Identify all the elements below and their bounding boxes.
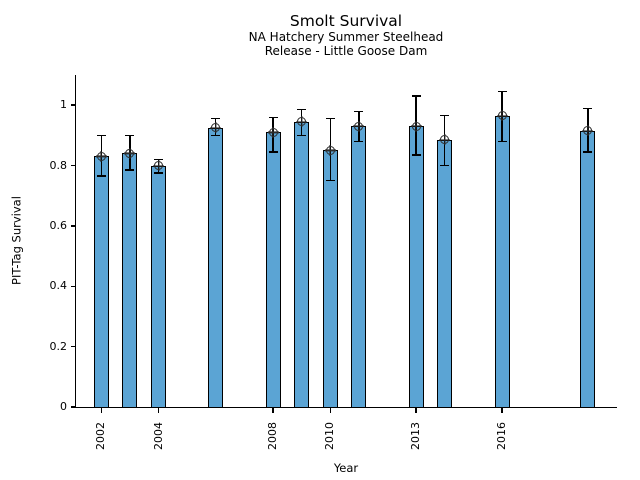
- errorbar-cap-bottom-2013: [411, 154, 421, 156]
- errorbar-cap-top-2009: [297, 109, 307, 111]
- point-marker-2009: [297, 117, 307, 127]
- bar-2009: [294, 121, 310, 408]
- x-tick-label-2002: 2002: [94, 422, 108, 450]
- chart-subtitle-line2: Release - Little Goose Dam: [264, 44, 428, 58]
- bar-2002: [93, 156, 109, 408]
- y-axis-spine: [75, 75, 77, 408]
- errorbar-cap-top-2019: [583, 107, 593, 109]
- errorbar-cap-bottom-2003: [125, 169, 135, 171]
- point-marker-2006: [211, 123, 221, 133]
- x-tick-2013: [415, 408, 417, 413]
- y-tick-0.4: [71, 285, 76, 287]
- errorbar-cap-bottom-2014: [440, 164, 450, 167]
- x-tick-label-2013: 2013: [409, 422, 423, 450]
- bar-2011: [351, 126, 367, 408]
- x-tick-label-2010: 2010: [323, 422, 337, 450]
- y-tick-1: [71, 104, 76, 106]
- x-tick-2004: [157, 408, 160, 413]
- errorbar-cap-top-2014: [440, 115, 450, 117]
- bar-2019: [580, 130, 596, 408]
- errorbar-cap-bottom-2008: [268, 151, 278, 153]
- bar-2006: [208, 127, 224, 408]
- errorbar-cap-bottom-2016: [497, 140, 507, 143]
- chart-title: Smolt Survival: [289, 12, 403, 30]
- x-tick-2002: [100, 408, 102, 413]
- bar-2013: [408, 126, 424, 408]
- errorbar-cap-top-2008: [268, 116, 278, 118]
- y-tick-label-0.6: 0.6: [49, 218, 68, 232]
- point-marker-2004: [154, 161, 163, 171]
- y-tick-label-1: 1: [60, 98, 67, 112]
- errorbar-cap-bottom-2010: [325, 179, 335, 182]
- bar-2003: [122, 153, 138, 408]
- point-marker-2014: [440, 135, 450, 145]
- y-tick-0.6: [71, 225, 76, 227]
- bar-2004: [151, 165, 166, 408]
- errorbar-cap-bottom-2009: [297, 134, 307, 137]
- point-marker-2019: [583, 126, 593, 136]
- y-axis-label: PIT-Tag Survival: [9, 196, 24, 285]
- x-tick-2008: [272, 408, 274, 413]
- bar-2014: [437, 139, 453, 408]
- errorbar-cap-bottom-2002: [96, 175, 106, 177]
- y-tick-label-0.8: 0.8: [49, 158, 68, 172]
- y-tick-0.8: [71, 164, 76, 167]
- y-tick-label-0: 0: [60, 400, 67, 413]
- errorbar-cap-top-2016: [497, 90, 507, 93]
- chart-subtitle-line1: NA Hatchery Summer Steelhead: [248, 30, 444, 44]
- x-tick-2010: [329, 408, 331, 413]
- bar-2016: [494, 115, 510, 408]
- errorbar-cap-top-2002: [96, 134, 106, 137]
- x-tick-label-2008: 2008: [266, 422, 279, 450]
- x-tick-label-2004: 2004: [151, 422, 165, 450]
- errorbar-cap-bottom-2019: [583, 151, 593, 153]
- point-marker-2011: [354, 121, 364, 131]
- errorbar-cap-top-2011: [354, 110, 364, 112]
- x-tick-label-2016: 2016: [495, 422, 508, 450]
- y-tick-label-0.2: 0.2: [49, 339, 68, 353]
- point-marker-2016: [497, 111, 507, 121]
- point-marker-2003: [125, 148, 135, 158]
- x-axis-spine: [75, 406, 617, 408]
- x-axis-label: Year: [333, 461, 359, 475]
- point-marker-2002: [96, 151, 106, 161]
- errorbar-cap-top-2006: [211, 118, 221, 120]
- errorbar-cap-bottom-2004: [154, 172, 163, 174]
- point-marker-2010: [325, 145, 335, 155]
- errorbar-cap-bottom-2011: [354, 140, 364, 143]
- point-marker-2008: [268, 127, 278, 137]
- x-tick-2016: [501, 408, 503, 413]
- y-tick-0.2: [71, 345, 76, 348]
- bar-2010: [322, 150, 338, 408]
- bar-2008: [265, 132, 281, 408]
- point-marker-2013: [411, 121, 421, 131]
- y-tick-label-0.4: 0.4: [49, 279, 68, 293]
- errorbar-cap-top-2010: [325, 118, 335, 120]
- errorbar-cap-top-2013: [411, 95, 421, 97]
- errorbar-cap-top-2003: [125, 134, 135, 137]
- y-tick-0: [71, 406, 76, 408]
- errorbar-cap-bottom-2006: [211, 134, 221, 137]
